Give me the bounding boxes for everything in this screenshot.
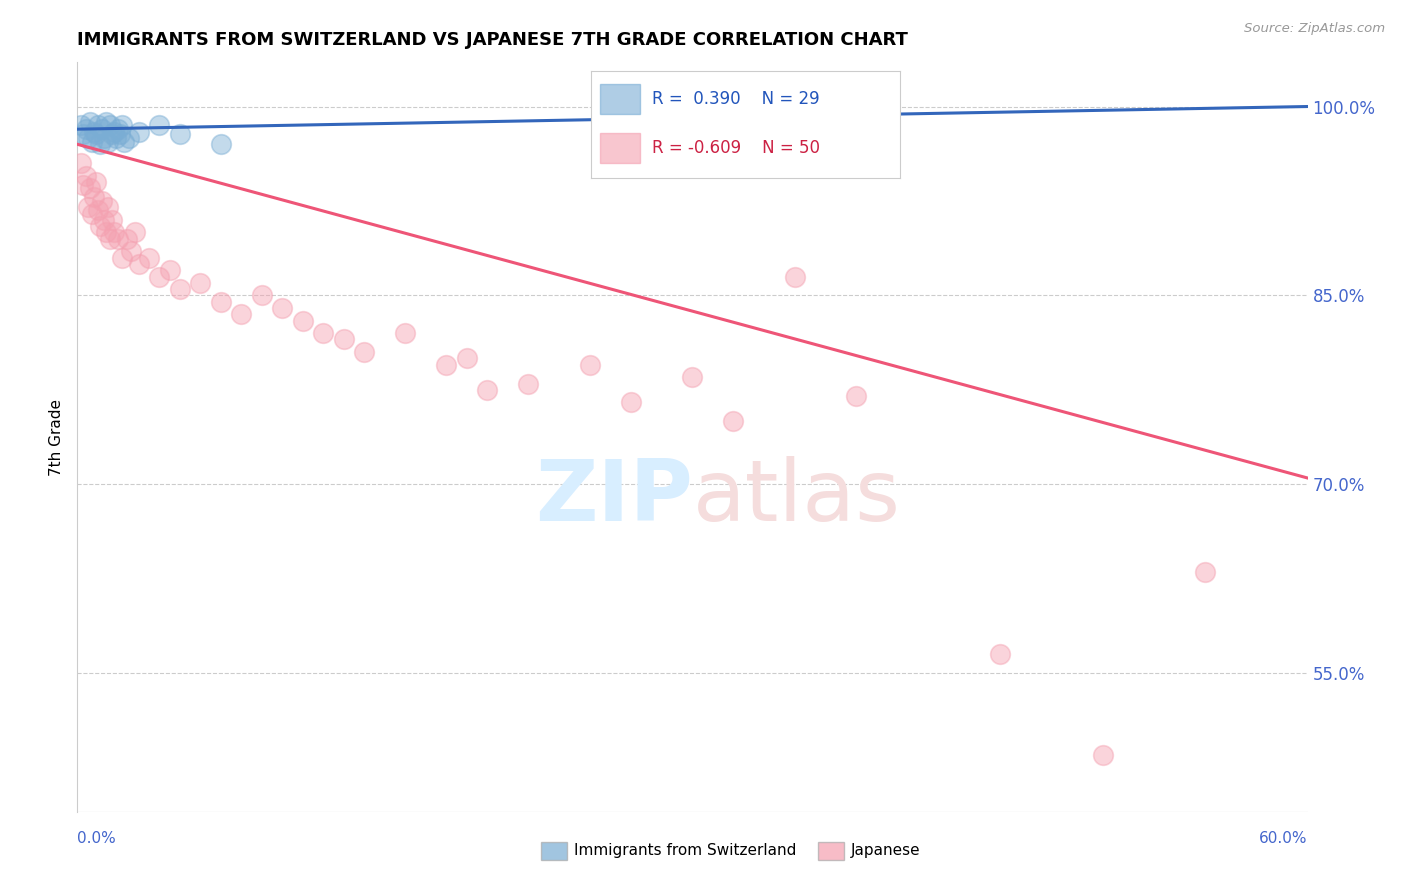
Text: Source: ZipAtlas.com: Source: ZipAtlas.com (1244, 22, 1385, 36)
Point (89, 137, 111, 152)
Point (94, 114, 117, 128)
Point (103, 226, 125, 240)
Point (1091, 747, 1114, 762)
Point (783, 269, 806, 284)
Bar (600, 84, 640, 114)
Point (477, 383, 499, 397)
Point (250, 288, 273, 302)
Point (128, 257, 150, 271)
Point (783, 110, 806, 124)
Point (101, 212, 124, 227)
Point (98, 232, 121, 246)
Point (70, 156, 93, 170)
Point (1194, 566, 1216, 580)
Text: atlas: atlas (693, 456, 900, 539)
Point (579, 358, 602, 372)
Point (271, 301, 294, 315)
Point (98, 119, 121, 133)
Point (76, 200, 98, 214)
Point (988, 648, 1011, 662)
Point (103, 125, 125, 139)
Point (128, 125, 150, 139)
Point (75, 122, 97, 136)
Point (110, 127, 132, 141)
Point (83, 190, 105, 204)
Point (312, 326, 335, 341)
Point (70, 119, 93, 133)
Point (93, 212, 115, 227)
Y-axis label: 7th Grade: 7th Grade (49, 399, 65, 475)
Point (620, 395, 643, 409)
Point (111, 251, 134, 265)
Point (84, 175, 107, 189)
Point (159, 263, 181, 277)
Point (87, 202, 110, 217)
Point (845, 389, 868, 403)
Point (209, 294, 232, 309)
Point (640, 119, 662, 133)
Point (101, 127, 124, 141)
Point (682, 370, 704, 384)
Text: R =  0.390    N = 29: R = 0.390 N = 29 (652, 90, 820, 108)
Point (169, 282, 191, 296)
Point (148, 119, 170, 133)
Point (94, 226, 117, 240)
Point (76, 131, 98, 145)
Point (79, 181, 101, 195)
Point (138, 251, 160, 265)
Point (169, 127, 191, 141)
Text: IMMIGRANTS FROM SWITZERLAND VS JAPANESE 7TH GRADE CORRELATION CHART: IMMIGRANTS FROM SWITZERLAND VS JAPANESE … (77, 31, 908, 49)
Point (90, 122, 114, 136)
Text: R = -0.609    N = 50: R = -0.609 N = 50 (652, 139, 820, 157)
Point (72, 178, 94, 192)
Point (517, 376, 540, 391)
Point (436, 358, 458, 372)
Point (333, 333, 356, 347)
Point (83, 125, 105, 139)
Point (75, 169, 97, 183)
Point (114, 135, 136, 149)
Point (105, 131, 128, 145)
Bar (600, 134, 640, 163)
Point (80, 206, 103, 220)
Point (120, 244, 142, 259)
Point (80, 135, 103, 149)
Text: 60.0%: 60.0% (1260, 830, 1308, 846)
Point (124, 226, 146, 240)
Text: Japanese: Japanese (851, 844, 921, 858)
Point (231, 307, 253, 321)
Point (117, 131, 139, 145)
Text: ZIP: ZIP (534, 456, 693, 539)
Text: Immigrants from Switzerland: Immigrants from Switzerland (574, 844, 796, 858)
Point (97, 200, 120, 214)
Point (107, 122, 129, 136)
Point (188, 276, 212, 290)
Point (456, 351, 478, 366)
Point (79, 114, 101, 128)
Point (97, 135, 120, 149)
Point (107, 232, 129, 246)
Point (394, 326, 416, 341)
Point (84, 127, 107, 141)
Point (115, 232, 138, 246)
Point (723, 414, 745, 428)
Point (209, 137, 232, 152)
Point (89, 219, 111, 234)
Point (353, 345, 375, 359)
Text: 0.0%: 0.0% (77, 830, 117, 846)
Point (291, 313, 314, 327)
Point (148, 269, 170, 284)
Point (87, 119, 110, 133)
Point (111, 119, 134, 133)
Point (72, 127, 94, 141)
Point (93, 131, 115, 145)
Point (90, 194, 114, 208)
